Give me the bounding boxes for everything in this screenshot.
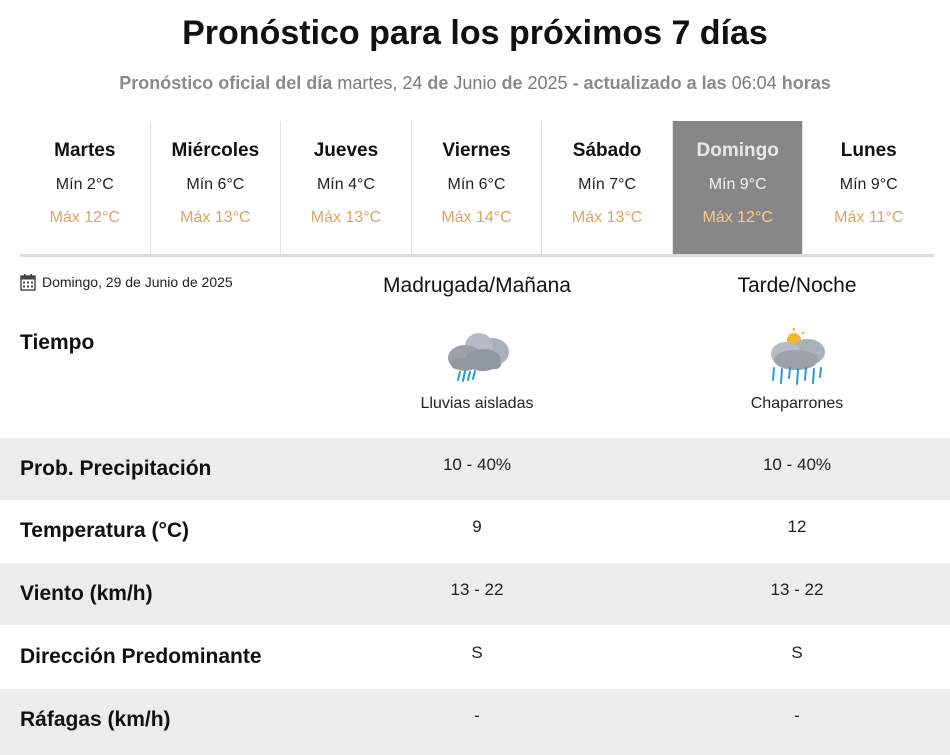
day-name: Miércoles [171, 140, 260, 161]
day-min-temp: Mín 6°C [186, 176, 245, 193]
subtitle-month: Junio [453, 73, 497, 93]
subtitle-year: 2025 [527, 73, 568, 93]
day-name: Domingo [696, 140, 779, 161]
day-max-temp: Máx 13°C [571, 209, 643, 226]
forecast-row-wind-direction: Dirección Predominante S S [0, 626, 950, 688]
day-name: Jueves [313, 140, 379, 161]
row-label: Viento (km/h) [20, 582, 153, 605]
day-name: Lunes [840, 140, 897, 161]
day-min-temp: Mín 9°C [708, 176, 767, 193]
row-label: Prob. Precipitación [20, 457, 212, 480]
subtitle-de: de [427, 73, 449, 93]
morning-weather-label: Lluvias aisladas [420, 395, 534, 412]
day-min-temp: Mín 2°C [55, 176, 114, 193]
column-header-morning: Madrugada/Mañana [383, 274, 571, 297]
evening-value: 10 - 40% [762, 455, 832, 474]
day-tab-jueves[interactable]: Jueves Mín 4°C Máx 13°C [281, 121, 412, 254]
day-tab-martes[interactable]: Martes Mín 2°C Máx 12°C [20, 121, 151, 254]
row-label: Ráfagas (km/h) [20, 708, 171, 731]
morning-value: - [474, 706, 480, 725]
day-max-temp: Máx 12°C [49, 209, 120, 226]
morning-value: 10 - 40% [442, 455, 512, 474]
subtitle-prefix: Pronóstico oficial del día [119, 73, 333, 93]
evening-value: - [794, 706, 800, 725]
subtitle-day: martes, 24 [337, 73, 423, 93]
selected-date: Domingo, 29 de Junio de 2025 [20, 273, 233, 291]
evening-value: S [791, 643, 803, 662]
day-tab-sabado[interactable]: Sábado Mín 7°C Máx 13°C [542, 121, 673, 254]
weather-row-label: Tiempo [20, 331, 95, 354]
day-max-temp: Máx 12°C [702, 209, 773, 226]
forecast-row-temperature: Temperatura (°C) 9 12 [0, 500, 950, 562]
subtitle-updated: - actualizado a las [572, 73, 727, 93]
day-tab-viernes[interactable]: Viernes Mín 6°C Máx 14°C [412, 121, 543, 254]
day-min-temp: Mín 7°C [578, 176, 637, 193]
day-max-temp: Máx 13°C [180, 209, 251, 226]
sun-cloud-showers-icon [771, 328, 825, 385]
morning-value: 9 [472, 517, 482, 536]
day-max-temp: Máx 11°C [834, 209, 904, 226]
day-tabs-divider [20, 254, 934, 257]
day-tabs: Martes Mín 2°C Máx 12°C Miércoles Mín 6°… [20, 121, 934, 254]
subtitle-time: 06:04 [731, 73, 777, 93]
morning-value: 13 - 22 [450, 580, 504, 599]
selected-date-text: Domingo, 29 de Junio de 2025 [42, 274, 233, 290]
row-label: Temperatura (°C) [20, 519, 190, 542]
page-title: Pronóstico para los próximos 7 días [182, 14, 768, 52]
evening-value: 13 - 22 [770, 580, 824, 599]
forecast-row-wind: Viento (km/h) 13 - 22 13 - 22 [0, 563, 950, 625]
page-subtitle: Pronóstico oficial del día martes, 24 de… [0, 73, 950, 94]
day-tab-domingo[interactable]: Domingo Mín 9°C Máx 12°C [672, 121, 804, 254]
evening-weather-label: Chaparrones [750, 395, 844, 412]
subtitle-hours: horas [781, 73, 831, 93]
day-tab-lunes[interactable]: Lunes Mín 9°C Máx 11°C [803, 121, 934, 254]
morning-value: S [471, 643, 483, 662]
day-min-temp: Mín 9°C [839, 176, 898, 193]
day-min-temp: Mín 6°C [447, 176, 506, 193]
day-name: Viernes [442, 140, 511, 161]
day-max-temp: Máx 14°C [441, 209, 512, 226]
forecast-row-precipitation: Prob. Precipitación 10 - 40% 10 - 40% [0, 438, 950, 500]
column-header-evening: Tarde/Noche [737, 274, 857, 297]
day-min-temp: Mín 4°C [316, 176, 375, 193]
evening-value: 12 [787, 517, 807, 536]
day-max-temp: Máx 13°C [310, 209, 382, 226]
calendar-icon [20, 274, 36, 291]
cloud-rain-icon [448, 333, 509, 382]
day-name: Martes [54, 140, 116, 161]
day-tab-miercoles[interactable]: Miércoles Mín 6°C Máx 13°C [151, 121, 282, 254]
subtitle-de: de [501, 73, 523, 93]
row-label: Dirección Predominante [20, 645, 262, 668]
day-name: Sábado [572, 140, 642, 161]
forecast-row-gusts: Ráfagas (km/h) - - [0, 689, 950, 755]
